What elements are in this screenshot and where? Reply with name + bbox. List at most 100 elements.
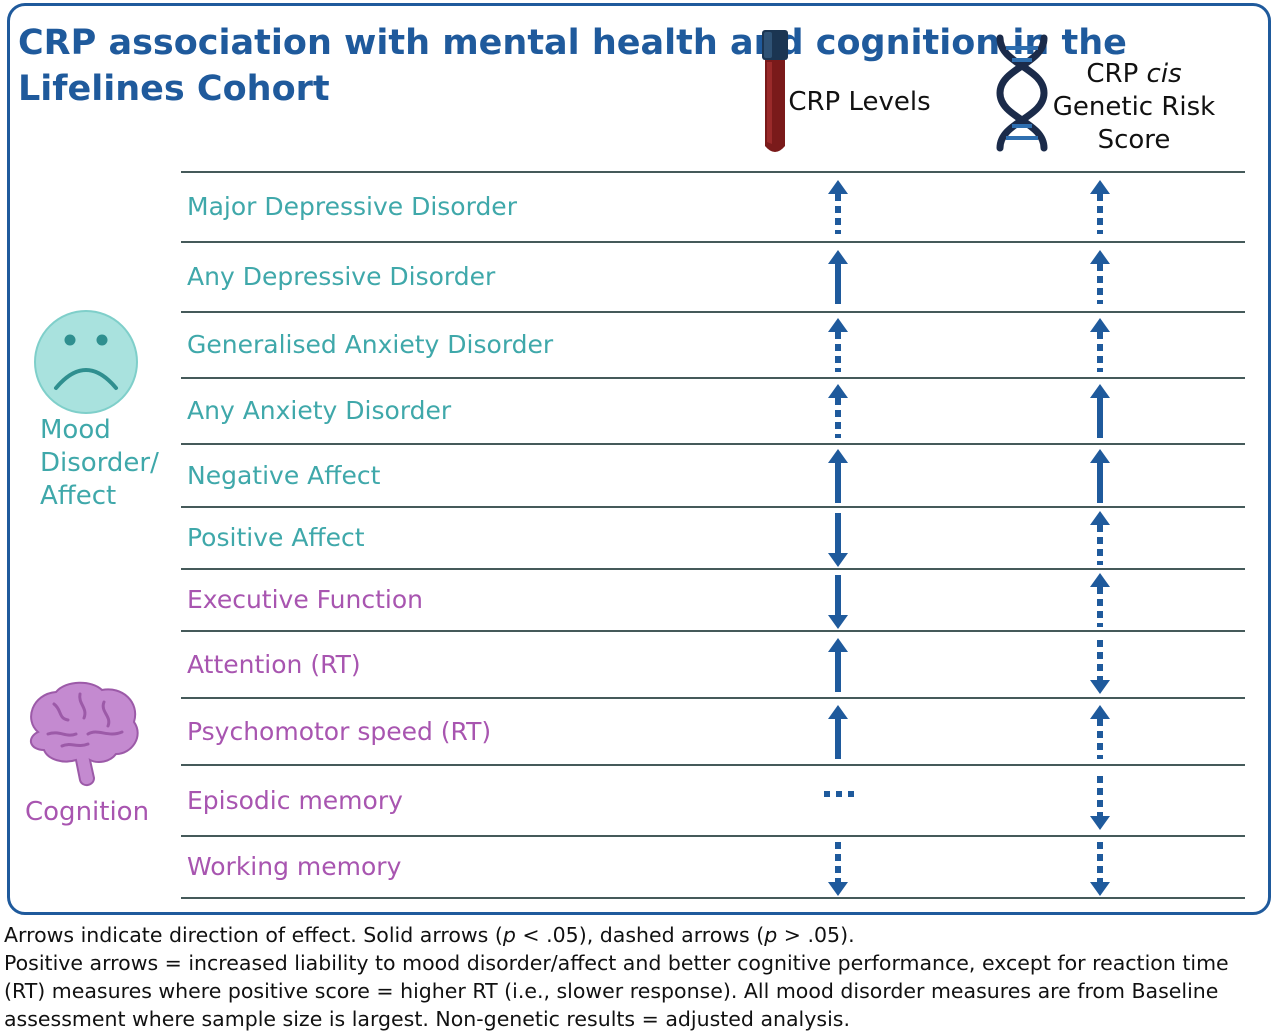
footnote: Arrows indicate direction of effect. Sol… — [4, 921, 1274, 1033]
crp-levels-cell — [818, 703, 858, 768]
crp-grs-down-arrow-icon-head — [1090, 816, 1110, 830]
figure-frame — [7, 3, 1271, 915]
crp-grs-down-arrow-icon-head — [1090, 680, 1110, 694]
row-label: Negative Affect — [187, 461, 381, 490]
sad-face-icon — [34, 310, 138, 414]
crp-levels-cell — [818, 316, 858, 381]
crp-levels-cell — [818, 636, 858, 701]
crp-grs-up-arrow-icon — [1090, 449, 1110, 503]
table-row: Executive Function — [181, 568, 1245, 632]
footnote-p-2: p — [764, 923, 778, 947]
figure-title: CRP association with mental health and c… — [18, 20, 1280, 112]
crp-levels-up-arrow-icon — [828, 250, 848, 304]
crp-grs-up-arrow-icon-head — [1090, 250, 1110, 264]
crp-grs-cell — [1080, 636, 1120, 701]
footnote-p-1: p — [502, 923, 516, 947]
crp-levels-null-arrow-icon — [824, 791, 854, 797]
crp-grs-down-arrow-icon — [1090, 640, 1110, 694]
mood-label-line1: Mood — [40, 415, 111, 445]
crp-levels-up-arrow-icon — [828, 318, 848, 372]
crp-levels-up-arrow-icon-head — [828, 180, 848, 194]
footnote-part-a: Arrows indicate direction of effect. Sol… — [4, 923, 503, 947]
crp-levels-cell — [818, 838, 858, 903]
crp-levels-cell — [818, 382, 858, 447]
crp-grs-cell — [1080, 248, 1120, 313]
crp-grs-up-arrow-icon-head — [1090, 511, 1110, 525]
crp-levels-up-arrow-icon — [828, 705, 848, 759]
crp-grs-up-arrow-icon-head — [1090, 318, 1110, 332]
crp-levels-cell — [818, 571, 858, 636]
crp-grs-up-arrow-icon — [1090, 180, 1110, 234]
blood-tube-icon — [762, 30, 788, 152]
crp-grs-up-arrow-icon — [1090, 511, 1110, 565]
row-label: Major Depressive Disorder — [187, 192, 517, 221]
crp-levels-down-arrow-icon-head — [828, 882, 848, 896]
crp-grs-up-arrow-icon-head — [1090, 449, 1110, 463]
crp-grs-up-arrow-icon — [1090, 250, 1110, 304]
crp-levels-cell — [818, 509, 858, 574]
footnote-part-c: > .05). — [777, 923, 855, 947]
row-label: Executive Function — [187, 585, 423, 614]
crp-levels-up-arrow-icon — [828, 384, 848, 438]
crp-grs-up-arrow-icon — [1090, 573, 1110, 627]
crp-grs-cell — [1080, 838, 1120, 903]
table-row: Psychomotor speed (RT) — [181, 697, 1245, 766]
dna-icon — [996, 34, 1048, 152]
column-header-crp-grs: CRP cis Genetic Risk Score — [1048, 58, 1220, 157]
table-row: Attention (RT) — [181, 630, 1245, 699]
crp-levels-cell — [818, 248, 858, 313]
crp-grs-cell — [1080, 178, 1120, 243]
column-header-crp-levels: CRP Levels — [782, 86, 937, 119]
crp-grs-cell — [1080, 571, 1120, 636]
crp-grs-up-arrow-icon — [1090, 705, 1110, 759]
crp-grs-cell — [1080, 703, 1120, 768]
crp-levels-down-arrow-icon — [828, 842, 848, 896]
crp-levels-down-arrow-icon-head — [828, 615, 848, 629]
title-text: CRP association with mental health and c… — [18, 23, 1127, 109]
row-label: Generalised Anxiety Disorder — [187, 330, 554, 359]
crp-levels-down-arrow-icon-head — [828, 553, 848, 567]
crp-levels-up-arrow-icon-head — [828, 705, 848, 719]
category-cognition-label: Cognition — [25, 796, 149, 829]
crp-grs-up-arrow-icon — [1090, 318, 1110, 372]
mood-label-line2: Disorder/ — [40, 448, 159, 478]
crp-levels-up-arrow-icon-head — [828, 384, 848, 398]
table-row: Positive Affect — [181, 506, 1245, 570]
crp-levels-up-arrow-icon-head — [828, 638, 848, 652]
row-label: Episodic memory — [187, 786, 403, 815]
table-row: Negative Affect — [181, 443, 1245, 508]
table-row: Any Depressive Disorder — [181, 241, 1245, 313]
table-row: Episodic memory — [181, 764, 1245, 837]
crp-grs-up-arrow-icon-head — [1090, 180, 1110, 194]
crp-grs-cell — [1080, 772, 1120, 837]
row-label: Working memory — [187, 852, 402, 881]
table-row: Working memory — [181, 835, 1245, 899]
grs-label-cis: cis — [1146, 59, 1182, 89]
table-bottom-rule — [181, 897, 1245, 899]
mood-label-line3: Affect — [40, 481, 117, 511]
crp-grs-up-arrow-icon — [1090, 384, 1110, 438]
crp-levels-cell — [818, 772, 858, 837]
footnote-part-b: < .05), dashed arrows ( — [515, 923, 765, 947]
row-label: Any Anxiety Disorder — [187, 396, 452, 425]
crp-levels-cell — [818, 178, 858, 243]
crp-grs-up-arrow-icon-head — [1090, 705, 1110, 719]
row-label: Attention (RT) — [187, 650, 361, 679]
crp-levels-down-arrow-icon — [828, 575, 848, 629]
crp-grs-down-arrow-icon — [1090, 776, 1110, 830]
crp-levels-up-arrow-icon — [828, 638, 848, 692]
table-row: Generalised Anxiety Disorder — [181, 311, 1245, 379]
crp-grs-cell — [1080, 509, 1120, 574]
grs-label-prefix: CRP — [1086, 59, 1147, 89]
table-row: Major Depressive Disorder — [181, 171, 1245, 243]
crp-grs-up-arrow-icon-head — [1090, 384, 1110, 398]
crp-levels-cell — [818, 447, 858, 512]
footnote-line1: Arrows indicate direction of effect. Sol… — [4, 921, 1274, 949]
grs-label-line3: Score — [1097, 125, 1171, 155]
grs-label-line2: Genetic Risk — [1052, 92, 1216, 122]
brain-icon — [29, 681, 139, 786]
table-row: Any Anxiety Disorder — [181, 377, 1245, 445]
crp-levels-up-arrow-icon-head — [828, 449, 848, 463]
crp-levels-up-arrow-icon — [828, 180, 848, 234]
crp-levels-up-arrow-icon-head — [828, 318, 848, 332]
